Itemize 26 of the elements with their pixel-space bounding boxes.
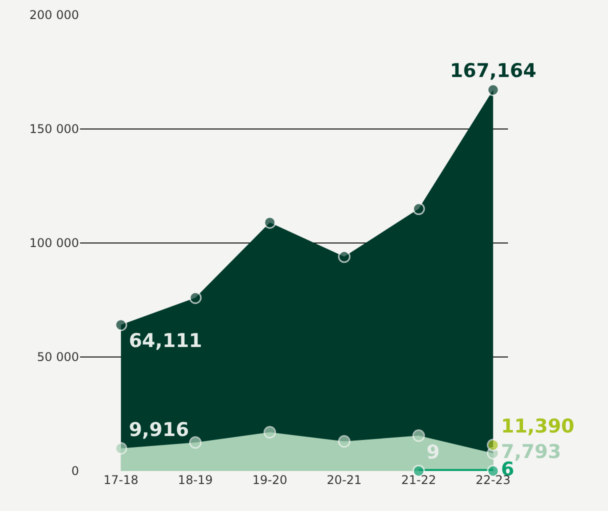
x-tick-label: 19-20: [252, 473, 288, 487]
point: [486, 438, 500, 452]
point: [114, 318, 128, 332]
point: [412, 202, 425, 216]
x-tick-label: 17-18: [104, 473, 138, 487]
point: [338, 250, 350, 263]
data-label: 9,916: [128, 418, 189, 441]
x-tick-label: 20-21: [326, 473, 362, 487]
data-label: 167,164: [450, 60, 536, 82]
y-tick-label: 50 000: [37, 350, 79, 364]
y-tick-label: 100 000: [29, 236, 79, 250]
point: [338, 435, 350, 448]
point: [264, 216, 276, 229]
y-tick-label: 0: [71, 464, 79, 478]
point: [264, 426, 276, 438]
data-label: 9: [426, 441, 440, 464]
point: [189, 436, 202, 449]
y-tick-label: 200 000: [29, 8, 79, 22]
x-tick-label: 18-19: [178, 473, 213, 487]
point: [412, 429, 425, 442]
data-label: 64,111: [128, 330, 202, 352]
data-label: 11,390: [500, 415, 574, 438]
x-tick-label: 21-22: [401, 473, 436, 487]
point: [114, 442, 128, 455]
point: [486, 84, 500, 96]
y-tick-label: 150 000: [29, 122, 79, 136]
